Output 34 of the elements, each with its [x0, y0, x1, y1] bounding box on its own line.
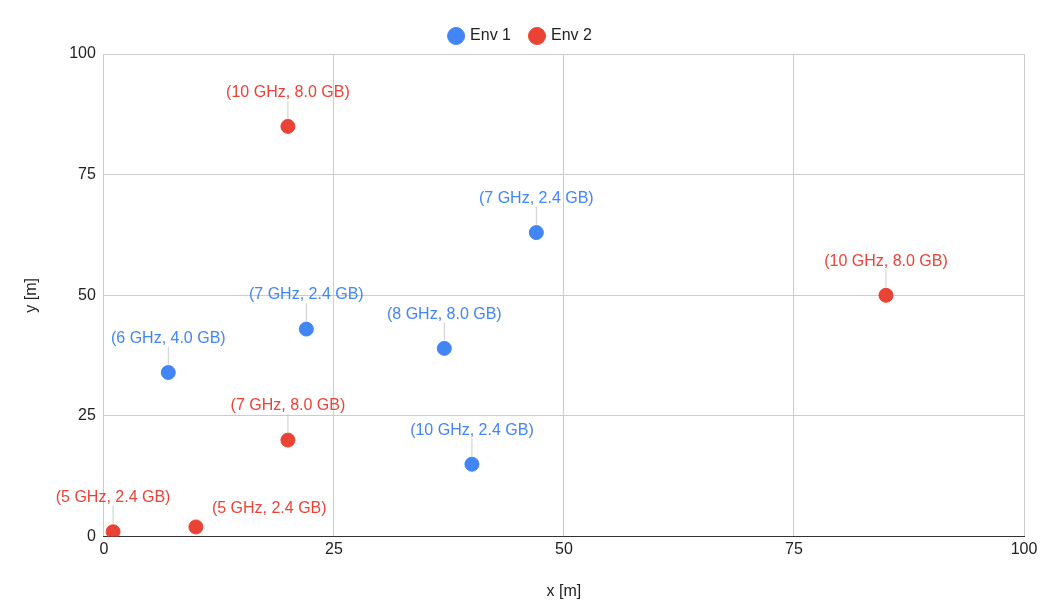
data-label: (10 GHz, 2.4 GB): [410, 420, 534, 438]
point: [160, 365, 176, 381]
data-label: (8 GHz, 8.0 GB): [386, 304, 502, 322]
x-axis-title: x [m]: [546, 581, 582, 599]
point: [298, 321, 314, 337]
point: [878, 287, 894, 303]
y-tick-label: 75: [78, 165, 96, 183]
point: [280, 118, 296, 134]
y-tick-label: 0: [86, 527, 96, 545]
point: [464, 456, 480, 472]
data-label: (10 GHz, 8.0 GB): [824, 251, 948, 269]
point: [105, 524, 121, 537]
y-tick-label: 50: [78, 285, 96, 303]
x-tick-label: 75: [785, 539, 803, 557]
data-label: (5 GHz, 2.4 GB): [55, 488, 171, 506]
y-axis-title: y [m]: [22, 277, 40, 313]
data-label: (5 GHz, 2.4 GB): [211, 499, 327, 517]
data-label: (7 GHz, 2.4 GB): [478, 188, 594, 206]
data-label: (6 GHz, 4.0 GB): [110, 328, 226, 346]
legend-label: Env 2: [551, 26, 593, 44]
legend-label: Env 1: [470, 26, 512, 44]
x-tick-label: 50: [555, 539, 573, 557]
data-label: (7 GHz, 8.0 GB): [230, 396, 346, 414]
point: [188, 519, 204, 535]
point: [436, 340, 452, 356]
data-label: (7 GHz, 2.4 GB): [248, 285, 364, 303]
point: [280, 432, 296, 448]
y-tick-label: 25: [78, 406, 96, 424]
x-tick-label: 100: [1010, 539, 1038, 557]
x-tick-label: 25: [325, 539, 343, 557]
data-label: (10 GHz, 8.0 GB): [226, 82, 350, 100]
x-tick-label: 0: [99, 539, 109, 557]
y-tick-label: 100: [69, 44, 96, 62]
point: [528, 225, 544, 241]
